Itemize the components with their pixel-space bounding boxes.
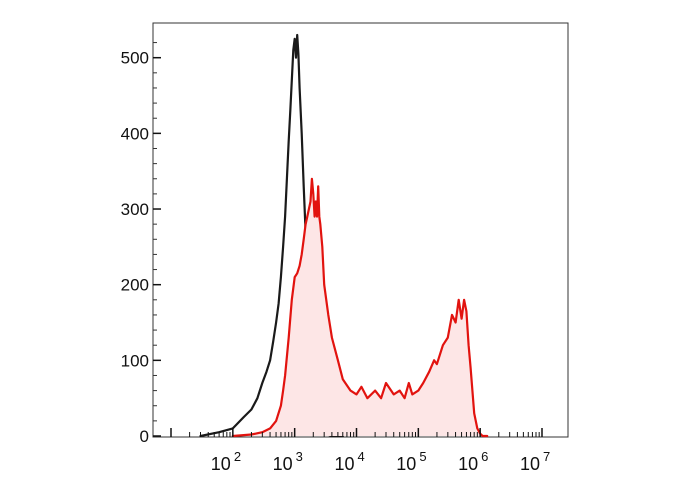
x-tick-base: 10 (211, 454, 231, 474)
y-tick-label: 300 (121, 200, 149, 219)
x-tick-label: 10 (334, 454, 354, 474)
x-tick-exponent: 4 (358, 449, 365, 464)
series-1-line (231, 177, 489, 438)
x-tick-base: 10 (520, 454, 540, 474)
x-tick-label: 10 (273, 454, 293, 474)
x-tick-base: 10 (334, 454, 354, 474)
x-tick-label: 10 (520, 454, 540, 474)
y-tick-label: 500 (121, 49, 149, 68)
x-tick-exponent: 6 (481, 449, 488, 464)
x-tick-exponent: 2 (234, 449, 241, 464)
x-tick-exponent: 3 (296, 449, 303, 464)
x-tick-label: 10 (396, 454, 416, 474)
x-tick-label: 10 (211, 454, 231, 474)
x-tick-label: 10 (458, 454, 478, 474)
y-tick-label: 0 (140, 427, 149, 446)
y-tick-label: 200 (121, 276, 149, 295)
x-tick-exponent: 5 (419, 449, 426, 464)
x-tick-base: 10 (458, 454, 478, 474)
plot-frame (152, 22, 569, 438)
series-1-fill (232, 178, 488, 437)
x-tick-base: 10 (273, 454, 293, 474)
y-tick-label: 400 (121, 124, 149, 143)
y-tick-label: 100 (121, 351, 149, 370)
series-layer (199, 33, 489, 438)
x-tick-base: 10 (396, 454, 416, 474)
x-tick-exponent: 7 (543, 449, 550, 464)
